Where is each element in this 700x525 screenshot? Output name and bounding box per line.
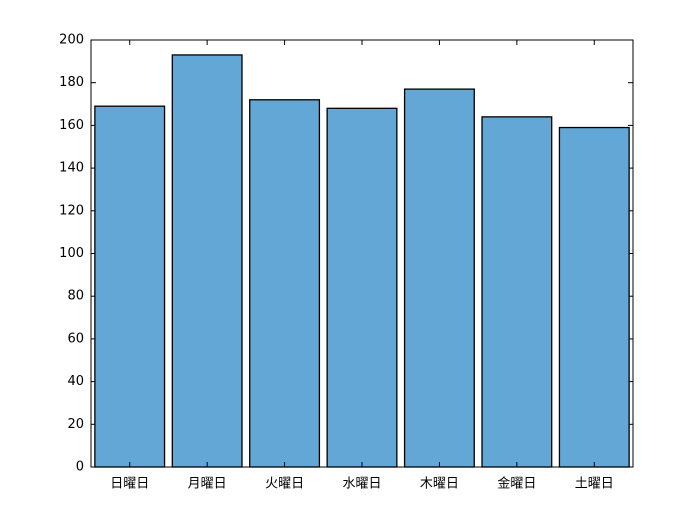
y-tick-label: 180 — [59, 75, 84, 90]
y-tick-label: 160 — [59, 118, 84, 133]
bar — [403, 88, 475, 468]
bar — [94, 105, 166, 468]
bar — [326, 107, 398, 468]
y-tick-label: 100 — [59, 246, 84, 261]
y-tick-label: 60 — [67, 331, 84, 346]
axes-box — [90, 39, 634, 468]
x-tick-label: 水曜日 — [342, 477, 381, 492]
y-tick-label: 0 — [76, 460, 84, 475]
bar — [171, 54, 243, 468]
y-tick-label: 120 — [59, 203, 84, 218]
bar — [481, 116, 553, 468]
x-tick-label: 火曜日 — [265, 477, 304, 492]
x-tick-label: 土曜日 — [575, 477, 614, 492]
bar — [558, 126, 630, 468]
y-tick-label: 80 — [67, 289, 84, 304]
x-tick-label: 金曜日 — [497, 476, 536, 492]
x-tick-label: 月曜日 — [188, 477, 227, 492]
y-tick-label: 140 — [59, 161, 84, 176]
bar — [249, 99, 321, 468]
y-tick-label: 200 — [59, 33, 84, 48]
y-tick-label: 20 — [67, 417, 84, 432]
x-tick-label: 日曜日 — [110, 477, 149, 492]
y-tick-label: 40 — [67, 374, 84, 389]
x-tick-label: 木曜日 — [420, 477, 459, 492]
